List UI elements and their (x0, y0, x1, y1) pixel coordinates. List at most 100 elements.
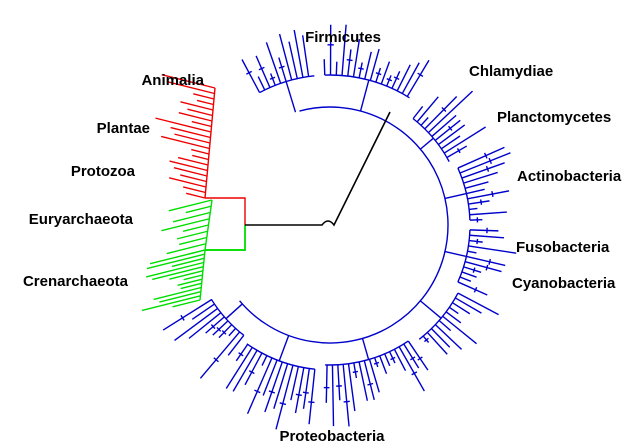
branch (467, 190, 510, 200)
branch (149, 249, 206, 265)
branch (192, 154, 209, 161)
branch (191, 303, 215, 320)
branch (452, 302, 471, 315)
branch (185, 205, 212, 214)
group-label: Proteobacteria (279, 428, 385, 445)
branch (221, 330, 227, 335)
branch (440, 135, 461, 150)
branch (278, 335, 290, 362)
branch (173, 167, 208, 177)
branch (186, 192, 206, 199)
branch (241, 59, 261, 93)
branch (417, 356, 423, 361)
branch (457, 292, 499, 316)
branch (431, 114, 457, 137)
branch (180, 314, 185, 321)
branch (182, 224, 209, 233)
branch (469, 239, 483, 243)
branch (301, 35, 310, 77)
branch (264, 361, 283, 413)
branch (459, 276, 472, 282)
branch (358, 67, 364, 70)
branch (176, 230, 208, 240)
branch (386, 75, 392, 87)
branch (347, 49, 352, 77)
branch (488, 157, 493, 164)
branch (390, 356, 396, 361)
branch (169, 160, 208, 172)
branch (199, 331, 241, 379)
branch (174, 133, 211, 144)
branch (469, 229, 499, 232)
branch (225, 347, 253, 389)
branch (369, 48, 380, 81)
branch (373, 357, 379, 368)
branch (155, 117, 212, 133)
branch (441, 106, 447, 112)
branch (205, 316, 225, 334)
branch (368, 359, 380, 393)
branch (177, 156, 209, 166)
branch (341, 24, 347, 76)
branch (463, 266, 482, 274)
branch (218, 324, 233, 339)
branch (410, 356, 416, 361)
branch (442, 315, 477, 345)
branch (293, 29, 304, 78)
branch (416, 96, 439, 123)
branch (468, 200, 490, 205)
branch (423, 337, 429, 343)
branch (393, 348, 407, 371)
branch (352, 38, 361, 77)
branch (278, 57, 287, 82)
branch (294, 367, 305, 414)
branch (227, 334, 245, 356)
branch (172, 299, 201, 308)
branch (325, 364, 328, 403)
branch (420, 116, 429, 126)
branch (166, 80, 215, 95)
branch (469, 207, 478, 211)
branch (485, 165, 490, 172)
branch (308, 369, 316, 425)
branch (419, 300, 442, 319)
branch (228, 327, 237, 337)
branch (406, 59, 430, 97)
branch (141, 295, 201, 312)
branch (426, 331, 448, 355)
branch (456, 148, 461, 154)
branch (342, 364, 350, 427)
branch (430, 328, 451, 348)
branch (268, 390, 275, 394)
branch (232, 349, 258, 392)
branch (302, 368, 311, 409)
branch (278, 65, 285, 69)
group-label: Euryarchaeota (29, 211, 134, 228)
branch (178, 112, 213, 122)
branch (479, 199, 483, 205)
branch (177, 278, 203, 286)
branch (179, 236, 207, 246)
group-label: Planctomycetes (497, 109, 611, 126)
branch (412, 118, 450, 162)
group-label: Actinobacteria (517, 168, 622, 185)
group-label: Chlamydiae (469, 63, 553, 80)
branch (161, 73, 216, 89)
branch (248, 370, 255, 375)
branch (447, 125, 453, 131)
branch (473, 286, 478, 293)
group-label: Crenarchaeota (23, 273, 129, 290)
branch (438, 319, 452, 332)
branch (337, 364, 341, 401)
branch (180, 174, 207, 183)
branch (476, 238, 479, 245)
branch (457, 146, 505, 169)
branch (205, 225, 246, 251)
branch (246, 343, 315, 370)
branch (302, 391, 309, 394)
group-label: Animalia (141, 72, 204, 89)
branch (212, 320, 229, 336)
branch (407, 340, 429, 371)
branch (380, 61, 391, 85)
branch (288, 41, 298, 79)
